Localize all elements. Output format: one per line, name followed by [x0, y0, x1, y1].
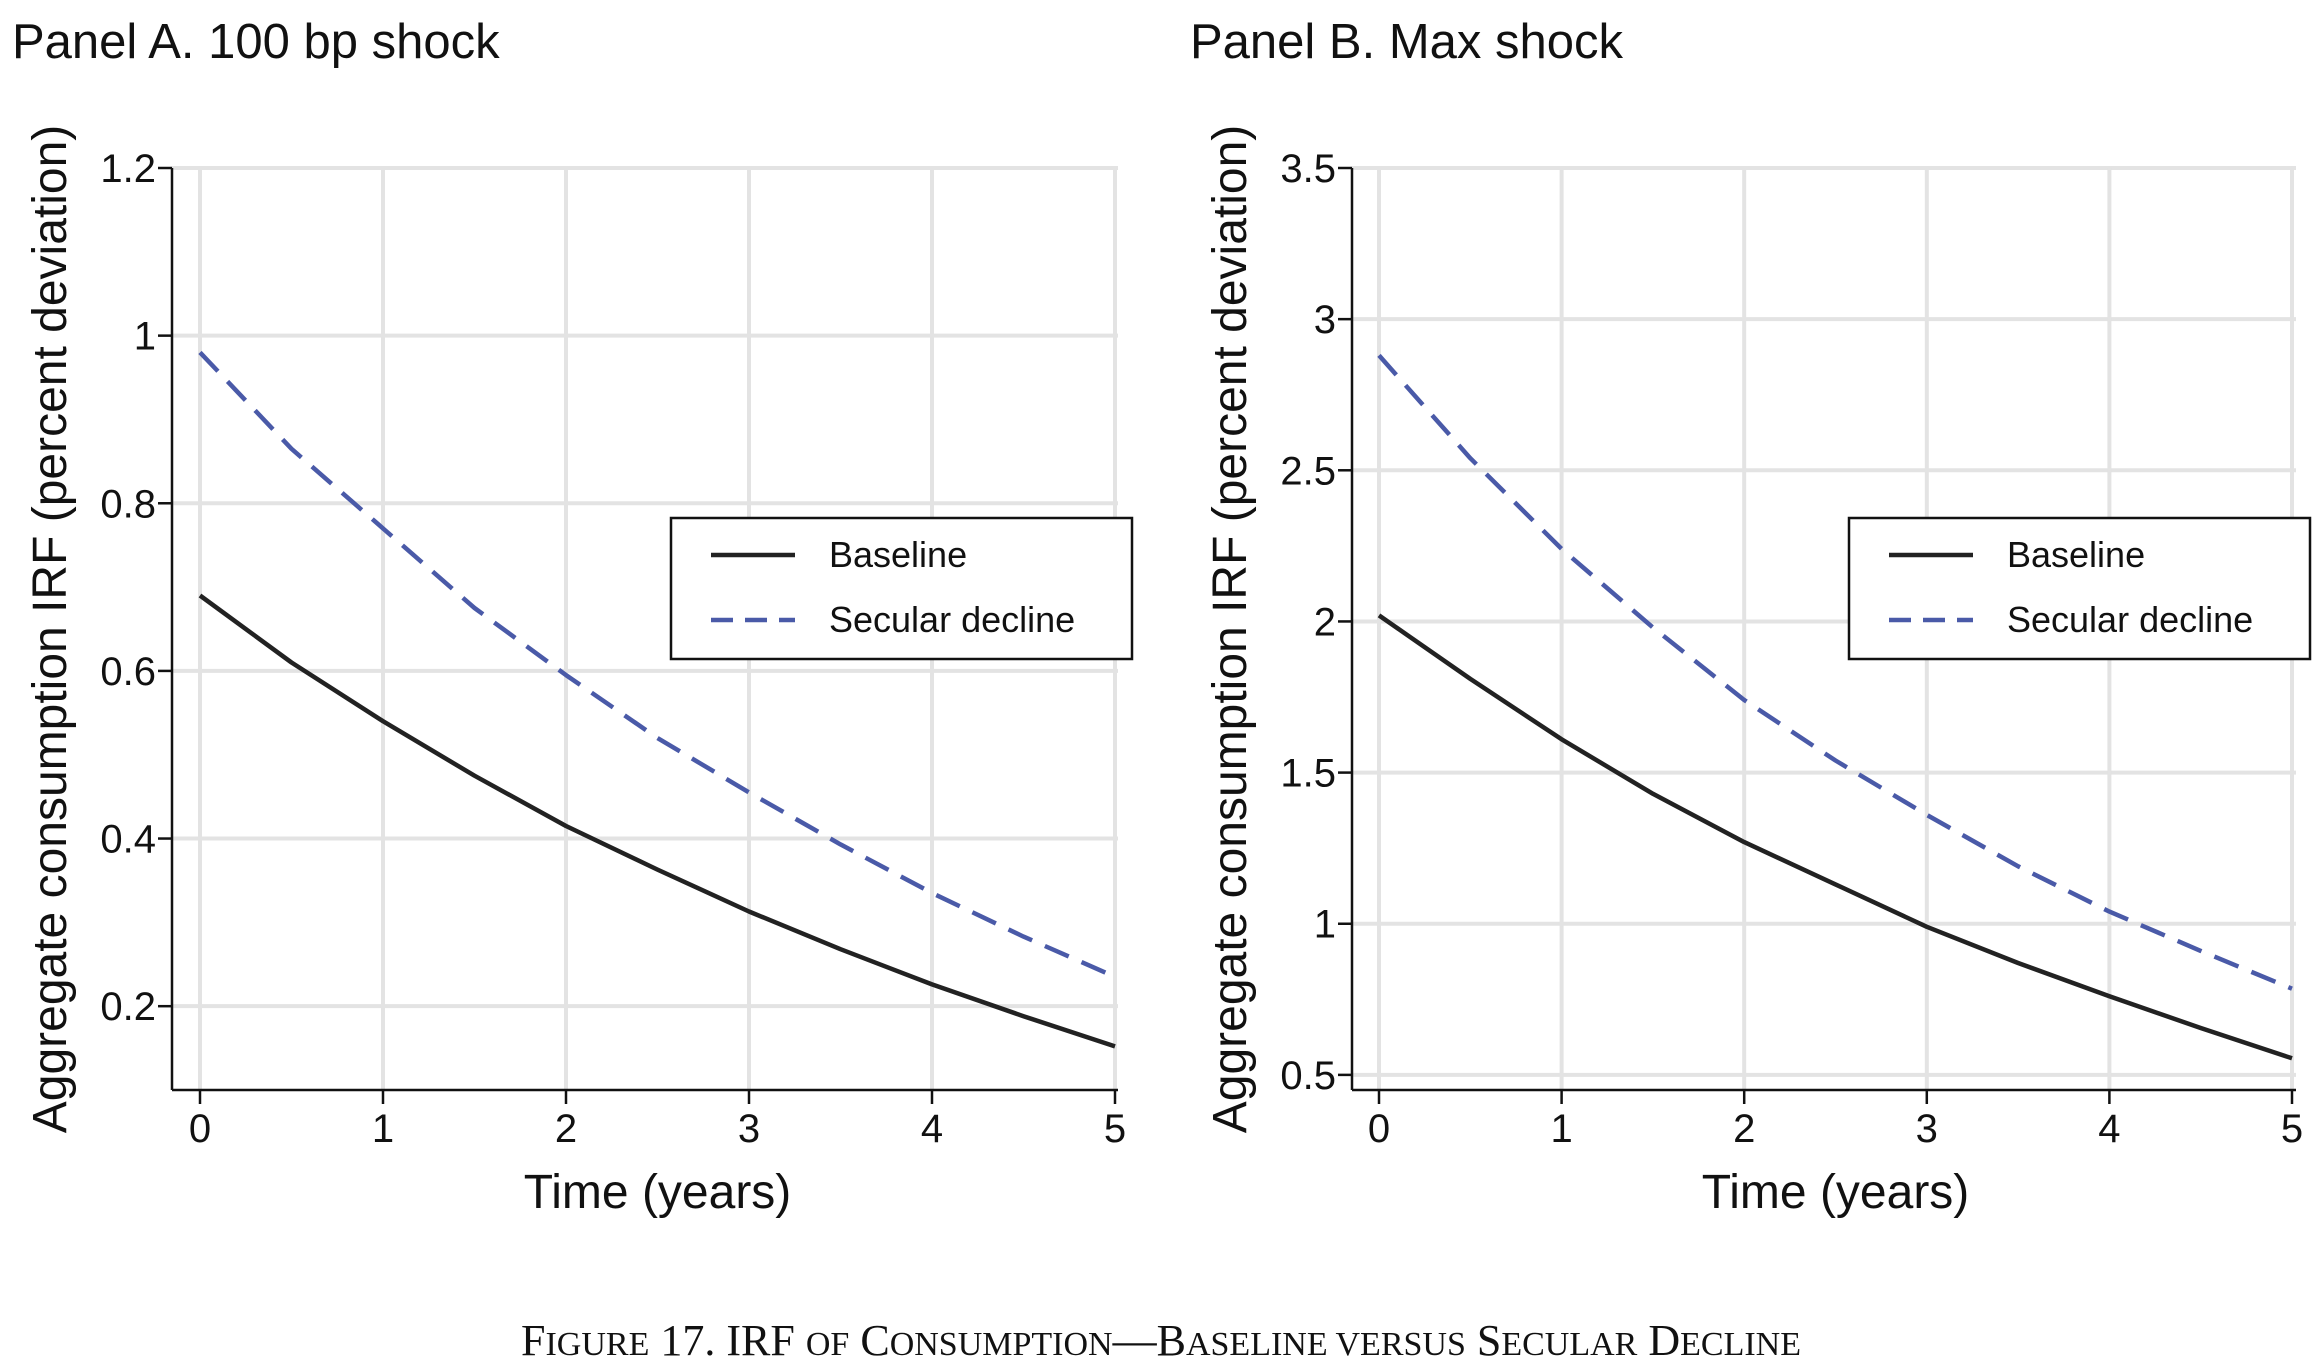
caption-part: D — [1637, 1316, 1680, 1365]
x-axis-label: Time (years) — [524, 1166, 792, 1219]
y-tick-label: 1.2 — [100, 147, 156, 191]
x-tick-label: 1 — [372, 1107, 394, 1151]
y-tick-label: 3 — [1314, 298, 1336, 342]
y-axis-label: Aggregate consumption IRF (percent devia… — [1204, 125, 1257, 1134]
x-tick-label: 2 — [555, 1107, 577, 1151]
panel-b: 0.5 1 1.5 2 2.5 3 3.5 0 1 2 3 4 5 Baseline Secular dec… — [1190, 15, 2312, 1219]
caption-lead: F — [521, 1316, 545, 1365]
legend-box — [1847, 516, 2312, 661]
legend-label-baseline: Baseline — [2007, 534, 2145, 575]
x-axis-label: Time (years) — [1702, 1166, 1970, 1219]
y-tick-label: 2.5 — [1280, 449, 1336, 493]
caption-part: S — [1466, 1316, 1501, 1365]
legend: Baseline Secular decline — [669, 516, 1134, 661]
y-tick-label: 0.2 — [100, 985, 156, 1029]
y-tick-label: 0.5 — [1280, 1054, 1336, 1098]
caption-part: 17. IRF — [649, 1316, 805, 1365]
caption-part: —B — [1112, 1316, 1186, 1365]
y-tick-label: 3.5 — [1280, 147, 1336, 191]
caption-part: ECLINE — [1680, 1326, 1801, 1363]
x-tick-label: 0 — [189, 1107, 211, 1151]
caption-part: ECULAR — [1501, 1326, 1637, 1363]
y-axis-label: Aggregate consumption IRF (percent devia… — [24, 125, 77, 1134]
panel-title: Panel A. 100 bp shock — [12, 15, 500, 69]
x-tick-label: 2 — [1733, 1107, 1755, 1151]
x-tick-label: 1 — [1550, 1107, 1572, 1151]
legend-label-secular-decline: Secular decline — [2007, 599, 2253, 640]
y-tick-label: 0.8 — [100, 482, 156, 526]
x-tick-label: 3 — [1916, 1107, 1938, 1151]
caption-part: IGURE — [545, 1326, 649, 1363]
x-tick-label: 3 — [738, 1107, 760, 1151]
y-tick-label: 1.5 — [1280, 752, 1336, 796]
legend-label-baseline: Baseline — [829, 534, 967, 575]
series-line-baseline — [1377, 613, 2293, 1061]
caption-part: ONSUMPTION — [890, 1326, 1113, 1363]
caption-part: OF — [806, 1326, 849, 1363]
y-tick-label: 0.6 — [100, 650, 156, 694]
y-tick-label: 1 — [1314, 903, 1336, 947]
caption-part: C — [849, 1316, 889, 1365]
caption-part: ASELINE VERSUS — [1186, 1326, 1466, 1363]
legend-box — [669, 516, 1134, 661]
y-tick-label: 1 — [134, 315, 156, 359]
series-line-baseline — [198, 593, 1116, 1049]
series-line-secular-decline — [1377, 353, 2293, 991]
panel-a: 0.2 0.4 0.6 0.8 1 1.2 0 1 2 3 4 5 Baseline Secular de… — [12, 15, 1134, 1219]
x-tick-label: 4 — [921, 1107, 943, 1151]
y-tick-label: 2 — [1314, 600, 1336, 644]
figure-caption: FIGURE 17. IRF OF CONSUMPTION—BASELINE V… — [521, 1316, 1801, 1365]
series-line-secular-decline — [198, 350, 1116, 979]
x-tick-label: 5 — [1104, 1107, 1126, 1151]
y-tick-label: 0.4 — [100, 818, 156, 862]
panel-title: Panel B. Max shock — [1190, 15, 1624, 69]
x-tick-label: 5 — [2281, 1107, 2303, 1151]
legend-label-secular-decline: Secular decline — [829, 599, 1075, 640]
x-tick-label: 0 — [1368, 1107, 1390, 1151]
x-tick-label: 4 — [2098, 1107, 2120, 1151]
legend: Baseline Secular decline — [1847, 516, 2312, 661]
